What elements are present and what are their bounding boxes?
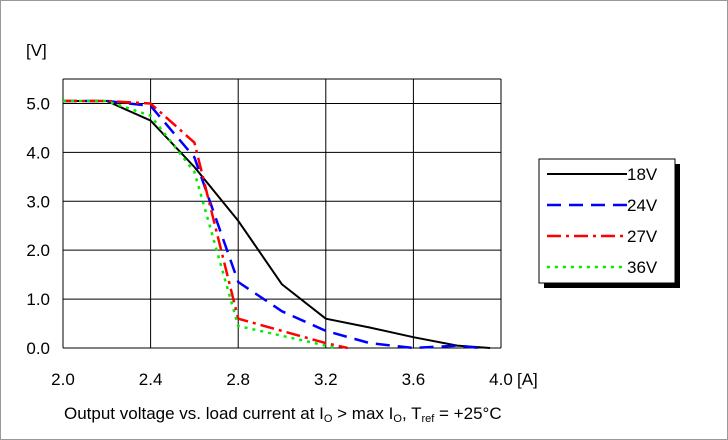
caption-sub-3: ref <box>421 413 435 425</box>
x-tick-label: 4.0 <box>489 370 513 389</box>
x-axis-label: [A] <box>517 370 538 389</box>
y-tick-label: 5.0 <box>26 94 50 113</box>
y-tick-label: 4.0 <box>26 143 50 162</box>
plot-background <box>63 79 501 348</box>
y-tick-label: 0.0 <box>26 339 50 358</box>
chart-caption: Output voltage vs. load current at IO > … <box>64 404 502 425</box>
legend-label-27v: 27V <box>627 227 658 246</box>
series-line-24v <box>63 99 480 350</box>
legend-label-36v: 36V <box>627 258 658 277</box>
caption-prefix: Output voltage vs. load current at I <box>64 404 324 423</box>
y-tick-label: 1.0 <box>26 290 50 309</box>
x-tick-label: 3.6 <box>402 370 426 389</box>
caption-mid: > max I <box>332 404 394 423</box>
series-line-18v <box>63 100 491 349</box>
series-line-27v <box>63 99 348 350</box>
legend-box <box>538 158 676 284</box>
plot-area: 2.0 2.4 2.8 3.2 3.6 4.0 0.0 1.0 2.0 3.0 4.0 5.0 <box>26 78 513 389</box>
x-tick-label: 3.2 <box>314 370 338 389</box>
legend-label-24v: 24V <box>627 196 658 215</box>
caption-sub-1: O <box>323 413 333 425</box>
legend-label-18v: 18V <box>627 165 658 184</box>
y-tick-label: 2.0 <box>26 241 50 260</box>
y-tick-label: 3.0 <box>26 192 50 211</box>
y-axis-label: [V] <box>26 41 47 60</box>
x-tick-label: 2.4 <box>139 370 163 389</box>
caption-sub-2: O <box>393 413 402 425</box>
legend: 18V 24V 27V 36V <box>538 158 680 288</box>
series-line-36v <box>63 99 338 350</box>
x-tick-label: 2.8 <box>226 370 250 389</box>
x-tick-label: 2.0 <box>51 370 75 389</box>
caption-suffix: = +25°C <box>434 404 502 423</box>
caption-mid-2: , T <box>401 404 422 423</box>
